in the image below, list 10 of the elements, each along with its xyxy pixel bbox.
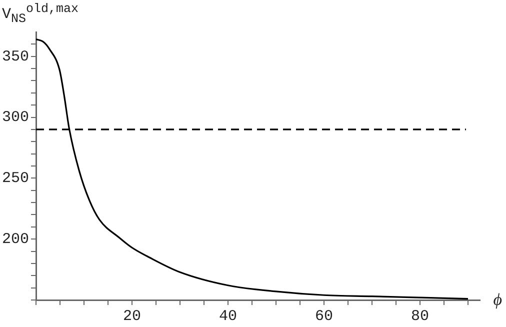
x-tick-label: 60 — [314, 308, 334, 325]
y-tick-label: 350 — [2, 48, 30, 66]
y-tick-label: 250 — [2, 170, 30, 188]
x-tick-label: 40 — [218, 308, 238, 325]
line-series — [36, 38, 469, 300]
x-axis-title: ϕ — [493, 290, 502, 310]
y-tick-label: 300 — [2, 109, 30, 126]
x-tick-label: 80 — [410, 308, 430, 325]
x-tick-label: 20 — [122, 308, 142, 325]
y-tick-label: 200 — [2, 231, 30, 248]
